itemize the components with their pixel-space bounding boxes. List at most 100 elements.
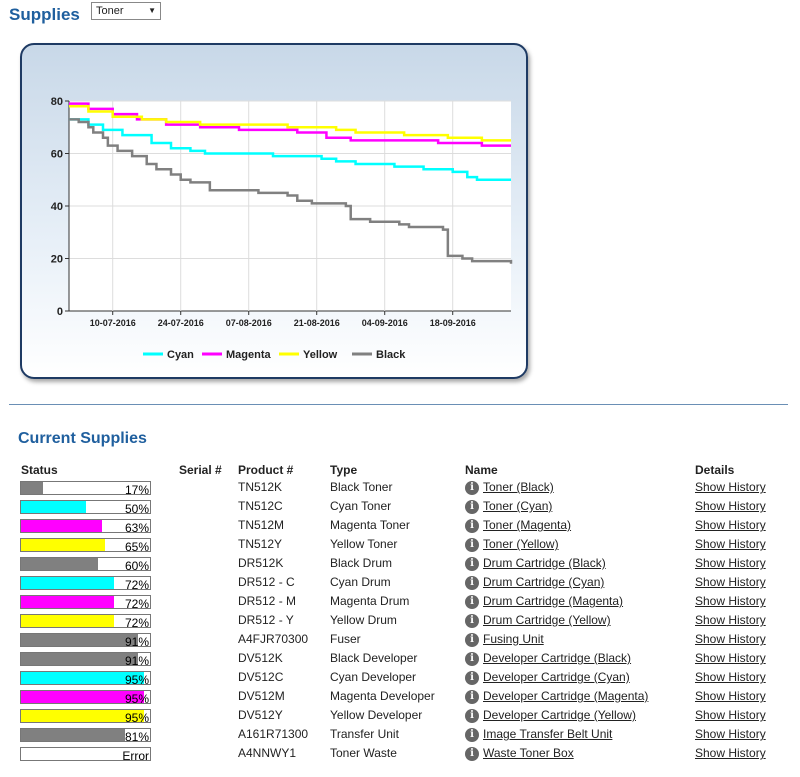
header-product: Product # bbox=[238, 463, 294, 477]
info-icon[interactable]: i bbox=[465, 595, 479, 609]
status-bar: 95% bbox=[20, 671, 151, 687]
series-line-black bbox=[69, 118, 513, 264]
info-icon[interactable]: i bbox=[465, 557, 479, 571]
status-bar: 17% bbox=[20, 481, 151, 497]
supply-name-link[interactable]: Toner (Cyan) bbox=[483, 499, 553, 513]
show-history-link[interactable]: Show History bbox=[695, 499, 766, 513]
product-number: TN512C bbox=[238, 499, 283, 513]
header-type: Type bbox=[330, 463, 358, 477]
status-bar: 72% bbox=[20, 595, 151, 611]
info-icon[interactable]: i bbox=[465, 576, 479, 590]
show-history-link[interactable]: Show History bbox=[695, 727, 766, 741]
table-row: 91% DV512K Black Developer i Developer Cartr… bbox=[0, 650, 800, 669]
status-bar-fill bbox=[21, 558, 99, 570]
supply-name-link[interactable]: Developer Cartridge (Cyan) bbox=[483, 670, 630, 684]
supply-type: Magenta Toner bbox=[330, 518, 410, 532]
status-bar-fill bbox=[21, 710, 144, 722]
product-number: DR512 - M bbox=[238, 594, 297, 608]
y-tick-label: 60 bbox=[51, 149, 63, 161]
info-icon[interactable]: i bbox=[465, 671, 479, 685]
header-details: Details bbox=[695, 463, 735, 477]
supply-type: Black Drum bbox=[330, 556, 393, 570]
supply-name-link[interactable]: Image Transfer Belt Unit bbox=[483, 727, 613, 741]
supply-name-link[interactable]: Toner (Magenta) bbox=[483, 518, 572, 532]
y-tick-label: 0 bbox=[57, 306, 63, 318]
show-history-link[interactable]: Show History bbox=[695, 594, 766, 608]
table-row: 65% TN512Y Yellow Toner i Toner (Yellow) Show… bbox=[0, 536, 800, 555]
supply-name-link[interactable]: Drum Cartridge (Cyan) bbox=[483, 575, 605, 589]
x-tick-label: 18-09-2016 bbox=[430, 318, 476, 328]
status-percent: 17% bbox=[124, 483, 149, 497]
info-icon[interactable]: i bbox=[465, 500, 479, 514]
show-history-link[interactable]: Show History bbox=[695, 613, 766, 627]
info-icon[interactable]: i bbox=[465, 614, 479, 628]
show-history-link[interactable]: Show History bbox=[695, 632, 766, 646]
y-tick-label: 40 bbox=[51, 201, 63, 213]
status-bar-fill bbox=[21, 729, 126, 741]
status-percent: 81% bbox=[124, 730, 149, 744]
info-icon[interactable]: i bbox=[465, 633, 479, 647]
supply-name-link[interactable]: Toner (Black) bbox=[483, 480, 554, 494]
show-history-link[interactable]: Show History bbox=[695, 537, 766, 551]
show-history-link[interactable]: Show History bbox=[695, 480, 766, 494]
supply-type: Cyan Drum bbox=[330, 575, 391, 589]
show-history-link[interactable]: Show History bbox=[695, 670, 766, 684]
status-percent: 95% bbox=[124, 692, 149, 706]
supplies-chart: 0 20 40 60 80 10-07-2016 24-07-2016 07-08-2016 2… bbox=[51, 96, 513, 361]
info-icon[interactable]: i bbox=[465, 747, 479, 761]
info-icon[interactable]: i bbox=[465, 652, 479, 666]
supply-type: Black Toner bbox=[330, 480, 393, 494]
legend-label-magenta: Magenta bbox=[226, 349, 272, 361]
x-tick-label: 24-07-2016 bbox=[158, 318, 204, 328]
supply-name-link[interactable]: Developer Cartridge (Magenta) bbox=[483, 689, 649, 703]
status-bar: 91% bbox=[20, 652, 151, 668]
supply-type: Magenta Developer bbox=[330, 689, 435, 703]
supply-name-link[interactable]: Developer Cartridge (Yellow) bbox=[483, 708, 636, 722]
table-row: 72% DR512 - C Cyan Drum i Drum Cartridge (Cy… bbox=[0, 574, 800, 593]
status-bar-fill bbox=[21, 577, 114, 589]
status-bar-fill bbox=[21, 482, 43, 494]
product-number: TN512M bbox=[238, 518, 285, 532]
select-value: Toner bbox=[96, 5, 124, 17]
supply-name-link[interactable]: Fusing Unit bbox=[483, 632, 544, 646]
supply-name-link[interactable]: Drum Cartridge (Magenta) bbox=[483, 594, 624, 608]
info-icon[interactable]: i bbox=[465, 709, 479, 723]
supply-name-link[interactable]: Developer Cartridge (Black) bbox=[483, 651, 632, 665]
product-number: A4FJR70300 bbox=[238, 632, 309, 646]
product-number: DV512C bbox=[238, 670, 284, 684]
show-history-link[interactable]: Show History bbox=[695, 651, 766, 665]
show-history-link[interactable]: Show History bbox=[695, 556, 766, 570]
supply-type: Fuser bbox=[330, 632, 361, 646]
info-icon[interactable]: i bbox=[465, 519, 479, 533]
show-history-link[interactable]: Show History bbox=[695, 689, 766, 703]
supply-type: Black Developer bbox=[330, 651, 418, 665]
product-number: A4NNWY1 bbox=[238, 746, 297, 760]
show-history-link[interactable]: Show History bbox=[695, 518, 766, 532]
product-number: DR512K bbox=[238, 556, 284, 570]
show-history-link[interactable]: Show History bbox=[695, 746, 766, 760]
current-supplies-title: Current Supplies bbox=[18, 430, 147, 447]
y-tick-label: 20 bbox=[51, 254, 63, 266]
supply-type-select[interactable]: Toner ▼ bbox=[91, 2, 161, 20]
product-number: DR512 - Y bbox=[238, 613, 294, 627]
status-bar-fill bbox=[21, 596, 114, 608]
status-bar-fill bbox=[21, 634, 139, 646]
supply-name-link[interactable]: Drum Cartridge (Yellow) bbox=[483, 613, 611, 627]
show-history-link[interactable]: Show History bbox=[695, 575, 766, 589]
info-icon[interactable]: i bbox=[465, 728, 479, 742]
status-percent: 91% bbox=[124, 654, 149, 668]
supply-name-link[interactable]: Drum Cartridge (Black) bbox=[483, 556, 606, 570]
status-bar-fill bbox=[21, 691, 144, 703]
supply-name-link[interactable]: Toner (Yellow) bbox=[483, 537, 559, 551]
show-history-link[interactable]: Show History bbox=[695, 708, 766, 722]
supply-name-link[interactable]: Waste Toner Box bbox=[483, 746, 574, 760]
table-row: 72% DR512 - Y Yellow Drum i Drum Cartridge (… bbox=[0, 612, 800, 631]
table-row: 95% DV512C Cyan Developer i Developer Cartri… bbox=[0, 669, 800, 688]
product-number: DR512 - C bbox=[238, 575, 295, 589]
table-row: Error A4NNWY1 Toner Waste i Waste Toner Box S… bbox=[0, 745, 800, 764]
table-row: 17% TN512K Black Toner i Toner (Black) Show H… bbox=[0, 479, 800, 498]
info-icon[interactable]: i bbox=[465, 538, 479, 552]
series-line-yellow bbox=[69, 105, 511, 142]
info-icon[interactable]: i bbox=[465, 690, 479, 704]
info-icon[interactable]: i bbox=[465, 481, 479, 495]
